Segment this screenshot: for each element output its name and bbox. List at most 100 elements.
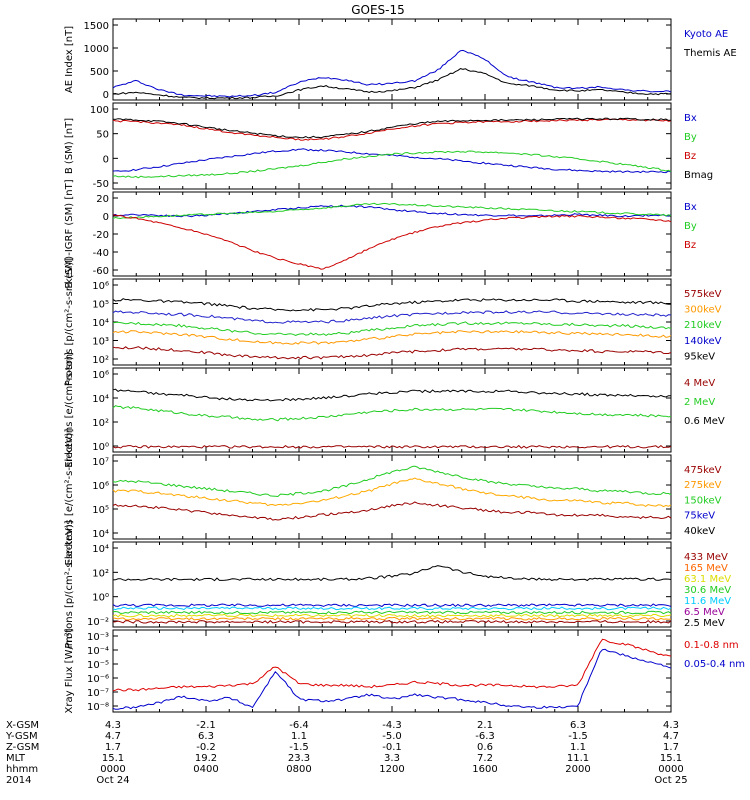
x-axis-row-value: 4.7 xyxy=(105,731,121,742)
x-axis-row-value: 15.1 xyxy=(102,753,124,764)
legend-label: 475keV xyxy=(684,465,722,476)
legend-label: 2 MeV xyxy=(684,397,715,408)
legend-label: 165 MeV xyxy=(684,563,728,574)
legend-label: By xyxy=(684,132,697,143)
series-line-6-5-mev xyxy=(112,616,672,621)
y-axis-label: Electrons [e/(cm²-s-sr-keV)] xyxy=(64,428,75,565)
x-axis-row-value: 4.3 xyxy=(663,720,679,731)
series-line-themis-ae xyxy=(112,68,672,100)
y-tick-label: 0 xyxy=(103,154,109,165)
x-axis-row-value: 4.3 xyxy=(105,720,121,731)
panel-p2: 10⁴ 10² 10⁰ 10⁻² Protons [p/(cm²-s-sr-keV)] 4… xyxy=(64,520,731,648)
legend-label: 30.6 MeV xyxy=(684,585,731,596)
x-axis-row-value: -0.2 xyxy=(196,742,216,753)
y-axis-label: Protons [p/(cm²-s-sr-keV)] xyxy=(64,258,75,386)
series-line-165-mev xyxy=(112,603,672,608)
y-tick-label: 10⁻⁷ xyxy=(87,688,109,699)
panel-p1: 10⁶ 10⁵ 10⁴ 10³ 10² Protons [p/(cm²-s-sr-keV)… xyxy=(64,258,722,386)
y-tick-label: -40 xyxy=(93,248,109,259)
legend-label: By xyxy=(684,221,697,232)
y-tick-label: 10⁴ xyxy=(92,318,109,329)
y-tick-label: 10⁴ xyxy=(92,544,109,555)
panel-frame xyxy=(112,454,672,540)
x-axis-row-value: -6.3 xyxy=(475,731,495,742)
panel-ae: 1500 1000 500 0 AE Index [nT] Kyoto AE Themis … xyxy=(64,18,737,101)
x-axis-row-value: 0000 xyxy=(658,764,683,775)
legend-label: 4 MeV xyxy=(684,378,715,389)
x-axis-row-value: -0.1 xyxy=(382,742,402,753)
panel-db: 20 0 -20 -40 -60 B (SM)-IGRF (SM) [nT] Bx By Bz xyxy=(64,179,697,288)
y-tick-label: 10⁰ xyxy=(92,593,109,604)
y-tick-label: 10⁷ xyxy=(92,457,109,468)
series-line-63-1-mev xyxy=(112,606,672,611)
y-tick-label: 100 xyxy=(90,105,109,116)
y-tick-label: 20 xyxy=(96,194,109,205)
x-axis-row-value: -2.1 xyxy=(196,720,216,731)
legend-label: 140keV xyxy=(684,336,722,347)
y-tick-label: -60 xyxy=(93,266,109,277)
y-tick-label: 10⁻³ xyxy=(87,632,109,643)
y-tick-label: 10⁵ xyxy=(92,505,109,516)
x-axis-row-value: 1600 xyxy=(472,764,497,775)
x-axis-row-value: 2.1 xyxy=(477,720,493,731)
panel-frame xyxy=(112,191,672,277)
x-axis-row-value: Oct 25 xyxy=(654,775,687,786)
series-line-210kev xyxy=(112,321,672,336)
x-axis-row-value: 6.3 xyxy=(198,731,214,742)
legend-label: 6.5 MeV xyxy=(684,607,725,618)
x-axis-row-value: 1200 xyxy=(379,764,404,775)
x-axis-row-value: 1.7 xyxy=(105,742,121,753)
series-line-bz xyxy=(112,118,672,141)
x-axis-table: X-GSM 4.3 -2.1 -6.4 -4.3 2.1 6.3 4.3 Y-GSM 4.7 6.3… xyxy=(5,720,688,786)
y-tick-label: 10² xyxy=(92,355,109,366)
legend-label: 0.6 MeV xyxy=(684,416,725,427)
legend-label: 11.6 MeV xyxy=(684,596,731,607)
series-line-140kev xyxy=(112,330,672,345)
x-axis-row-value: 0800 xyxy=(286,764,311,775)
legend-label: 75keV xyxy=(684,511,715,522)
legend-label: 300keV xyxy=(684,305,722,316)
y-tick-label: 10⁻⁸ xyxy=(87,702,109,713)
y-tick-label: 10⁶ xyxy=(92,370,109,381)
series-line-275kev xyxy=(112,477,672,508)
x-axis-row-value: -1.5 xyxy=(568,731,588,742)
series-line-by xyxy=(112,202,672,220)
legend-label: 575keV xyxy=(684,289,722,300)
series-line-300kev xyxy=(112,310,672,324)
panel-e1: 10⁶ 10⁴ 10² 10⁰ Electrons [e/(cm²-s-sr)] 4 Me… xyxy=(64,352,725,468)
y-tick-label: -20 xyxy=(93,230,109,241)
legend-label: 40keV xyxy=(684,526,715,537)
x-axis-row-value: 7.2 xyxy=(477,753,493,764)
series-line-433-mev xyxy=(112,565,672,582)
y-axis-label: Xray Flux [W/m²] xyxy=(64,628,75,713)
y-tick-label: 1500 xyxy=(84,21,109,32)
y-axis-label: B (SM) [nT] xyxy=(64,118,75,174)
series-line-bz xyxy=(112,214,672,270)
legend-label: Bx xyxy=(684,113,697,124)
y-tick-label: 50 xyxy=(96,130,109,141)
legend-label: 63.1 MeV xyxy=(684,574,731,585)
x-axis-row-value: 0400 xyxy=(193,764,218,775)
y-axis-label: AE Index [nT] xyxy=(64,26,75,93)
legend-label: Bz xyxy=(684,240,696,251)
x-axis-row-label: 2014 xyxy=(6,775,31,786)
chart-title: GOES-15 xyxy=(351,3,405,17)
y-tick-label: 10² xyxy=(92,418,109,429)
x-axis-row-value: 6.3 xyxy=(570,720,586,731)
panel-frame xyxy=(112,367,672,453)
legend-label: 210keV xyxy=(684,320,722,331)
panel-xray: 10⁻³ 10⁻⁴ 10⁻⁵ 10⁻⁶ 10⁻⁷ 10⁻⁸ Xray Flux [W/m²]… xyxy=(64,628,745,713)
series-line-bx xyxy=(112,204,672,218)
y-tick-label: 10⁻⁶ xyxy=(87,674,109,685)
panel-b: 100 50 0 -50 B (SM) [nT] Bx By Bz Bmag xyxy=(64,102,713,190)
x-axis-row-label: hhmm xyxy=(6,764,38,775)
y-tick-label: -50 xyxy=(93,179,109,190)
x-axis-row-label: Z-GSM xyxy=(6,742,39,753)
series-line-30-6-mev xyxy=(112,610,672,615)
x-axis-row-value: 23.3 xyxy=(288,753,310,764)
x-axis-row-value: -1.5 xyxy=(289,742,309,753)
x-axis-row-value: 11.1 xyxy=(567,753,589,764)
y-axis-label: Electrons [e/(cm²-s-sr)] xyxy=(64,352,75,468)
series-line-0-1-0-8-nm xyxy=(112,638,672,692)
series-line-0-6-mev xyxy=(112,388,671,402)
